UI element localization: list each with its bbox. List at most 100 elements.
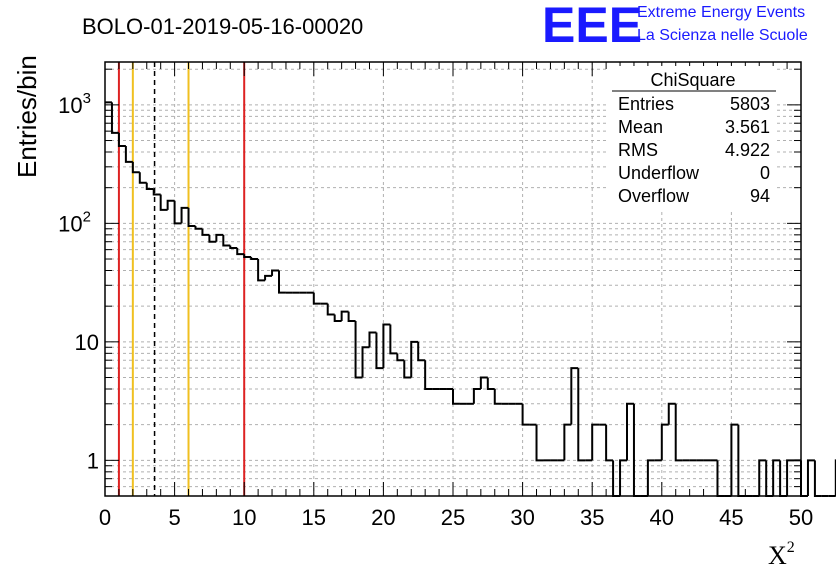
histogram-bin <box>591 423 600 461</box>
histogram-bin <box>619 459 627 496</box>
stats-value-rms: 4.922 <box>725 140 770 160</box>
histogram-bin <box>145 182 154 190</box>
histogram-bin <box>250 257 259 261</box>
histogram-bin <box>257 259 266 282</box>
histogram-bin <box>577 368 586 462</box>
histogram-bin <box>570 367 579 425</box>
histogram-bin <box>521 403 530 426</box>
histogram-bin <box>131 161 140 174</box>
y-tick-label: 103 <box>58 90 91 118</box>
histogram-bin <box>410 340 419 378</box>
histogram-bin <box>375 332 384 370</box>
histogram-bin <box>229 245 238 249</box>
logo-line-1: Extreme Energy Events <box>637 4 805 21</box>
x-tick-label: 35 <box>580 505 604 530</box>
stats-value-entries: 5803 <box>730 94 770 114</box>
stats-label-overflow: Overflow <box>618 186 690 206</box>
stats-label-mean: Mean <box>618 117 663 137</box>
y-tick-label: 1 <box>87 448 99 473</box>
x-tick-label: 5 <box>168 505 180 530</box>
y-tick-label-base: 10 <box>58 93 82 118</box>
histogram-bin <box>340 310 349 321</box>
stats-label-underflow: Underflow <box>618 163 700 183</box>
stats-box: ChiSquare Entries 5803 Mean 3.561 RMS 4.… <box>609 66 777 212</box>
stats-value-overflow: 94 <box>750 186 770 206</box>
eee-logo-letters: EEE <box>542 0 642 53</box>
histogram-bin <box>194 225 203 230</box>
histogram-bin <box>187 207 196 227</box>
histogram-bin <box>667 402 676 425</box>
histogram-bin <box>354 320 363 379</box>
histogram-bin <box>124 145 133 163</box>
histogram-bin <box>173 200 182 225</box>
x-tick-label: 25 <box>441 505 465 530</box>
y-tick-label-base: 1 <box>87 448 99 473</box>
histogram-bin <box>180 206 189 224</box>
stats-box-background <box>609 66 777 212</box>
histogram-bin <box>493 388 502 405</box>
histogram-bin <box>347 311 356 322</box>
x-axis-label-sup: 2 <box>787 539 795 556</box>
histogram-bin <box>605 424 614 462</box>
y-tick-label: 102 <box>58 208 91 236</box>
x-tick-label: 30 <box>510 505 534 530</box>
histogram-bin <box>472 387 481 404</box>
histogram-bin <box>368 331 377 348</box>
histogram-bin <box>730 423 739 496</box>
x-tick-label: 50 <box>789 505 813 530</box>
y-axis-label: Entries/bin <box>12 55 42 178</box>
histogram-bin <box>361 346 370 378</box>
reference-lines <box>117 62 246 496</box>
x-tick-label: 10 <box>232 505 256 530</box>
histogram-bin <box>152 188 161 196</box>
histogram-bin <box>479 376 488 389</box>
histogram-bin <box>215 233 224 242</box>
histogram-bin <box>382 323 391 369</box>
stats-title: ChiSquare <box>650 70 735 90</box>
histogram-bin <box>806 459 815 496</box>
chart-title: BOLO-01-2019-05-16-00020 <box>82 14 363 39</box>
x-axis-label: X2 <box>768 539 795 570</box>
x-tick-label: 0 <box>99 505 111 530</box>
x-axis-label-main: X <box>768 541 787 570</box>
y-tick-label: 10 <box>75 330 99 355</box>
histogram-bin <box>626 402 634 461</box>
histogram-bin <box>278 270 286 294</box>
y-tick-label-base: 10 <box>75 330 99 355</box>
x-tick-label: 15 <box>302 505 326 530</box>
histogram-bin <box>312 292 321 305</box>
histogram-bin <box>208 234 217 243</box>
histogram-bin <box>486 377 495 390</box>
stats-value-underflow: 0 <box>760 163 770 183</box>
histogram-bin <box>396 353 405 362</box>
histogram-bin <box>813 460 822 497</box>
histogram-bin <box>271 269 279 276</box>
histogram-bin <box>236 247 245 256</box>
histogram-bin <box>417 341 426 362</box>
histogram-bin <box>117 132 126 147</box>
histogram-bin <box>264 274 273 281</box>
histogram-bin <box>166 199 175 210</box>
histogram-bin <box>222 234 231 247</box>
histogram-bin <box>424 360 433 390</box>
histogram-bin <box>452 388 460 405</box>
y-tick-label-base: 10 <box>58 211 82 236</box>
histogram-bin <box>243 254 252 259</box>
eee-logo: EEE Extreme Energy Events La Scienza nel… <box>542 0 808 53</box>
y-tick-label-exponent: 3 <box>83 90 91 107</box>
histogram-bin <box>646 459 655 496</box>
histogram-bin <box>159 194 168 211</box>
histogram-bin <box>772 459 781 496</box>
stats-label-rms: RMS <box>618 140 658 160</box>
histogram-bin <box>674 403 683 462</box>
histogram-bin <box>110 102 119 134</box>
histogram-bin <box>201 228 210 236</box>
histogram-bin <box>403 360 412 379</box>
x-tick-label: 40 <box>650 505 674 530</box>
logo-line-2: La Scienza nelle Scuole <box>637 27 808 44</box>
histogram-bin <box>800 460 808 497</box>
histogram-bin <box>326 303 335 316</box>
histogram-bin <box>758 459 767 496</box>
